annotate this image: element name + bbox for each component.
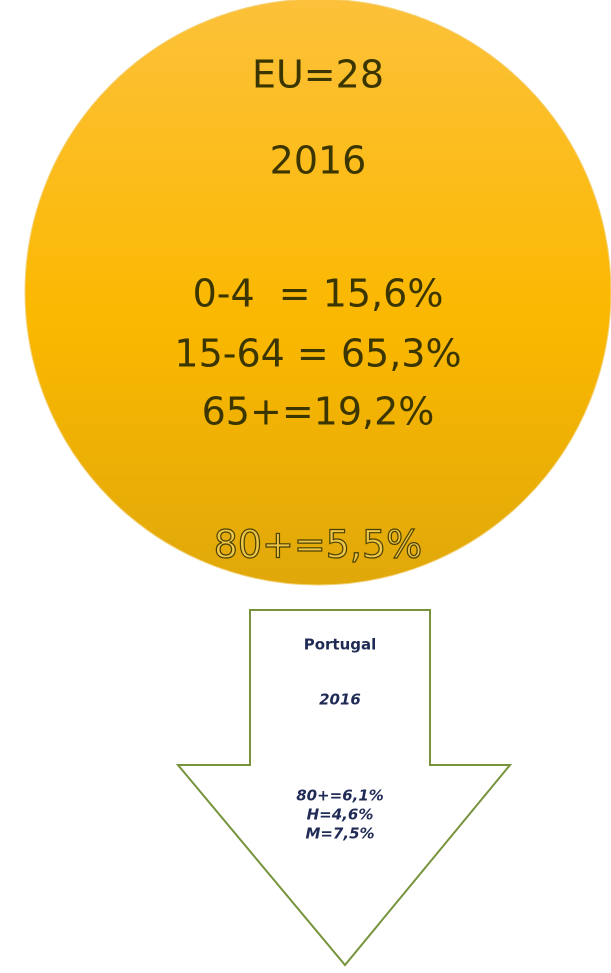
highlight-line: 80+=5,5% — [214, 523, 423, 567]
arrow-line: H=4,6% — [307, 806, 374, 824]
arrow — [175, 609, 513, 967]
group-line: 65+=19,2% — [202, 390, 435, 434]
circle-title: EU=28 — [252, 53, 384, 97]
arrow-year: 2016 — [319, 691, 361, 709]
arrow-line: M=7,5% — [305, 825, 374, 843]
group-line: 15-64 = 65,3% — [174, 332, 461, 376]
group-line: 0-4 = 15,6% — [193, 272, 444, 316]
circle — [24, 0, 611, 586]
circle-year: 2016 — [270, 139, 367, 183]
arrow-country: Portugal — [304, 636, 377, 654]
arrow-line: 80+=6,1% — [296, 787, 384, 805]
